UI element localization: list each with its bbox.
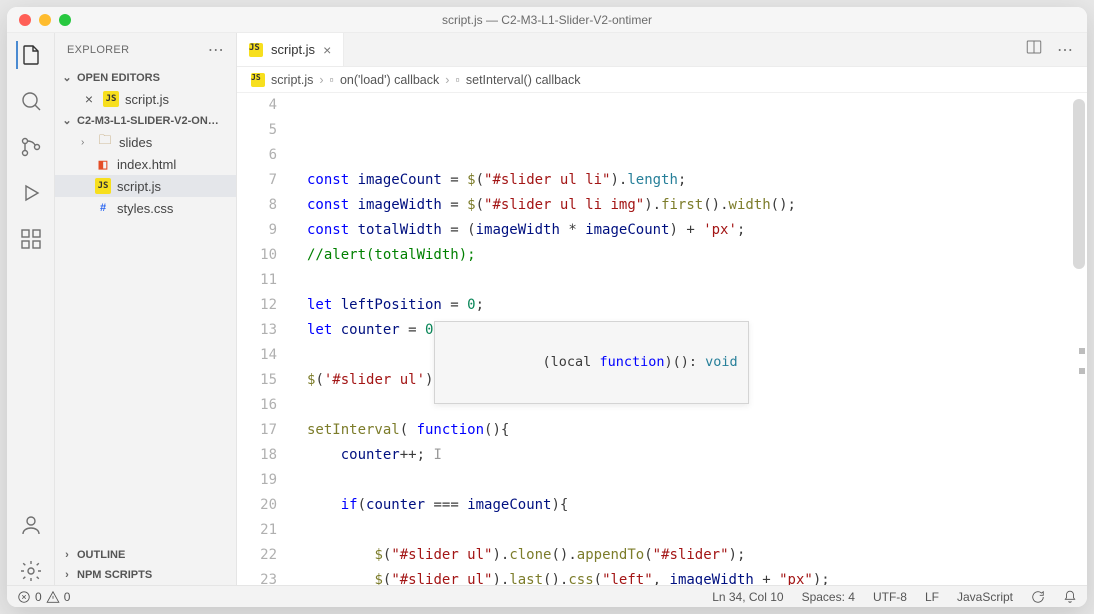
code-editor[interactable]: 4567891011121314151617181920212223 (loca…: [237, 93, 1087, 585]
js-file-icon: JS: [103, 91, 119, 107]
line-number-gutter: 4567891011121314151617181920212223: [237, 93, 299, 585]
signature-hint-tooltip: (local function)(): void: [434, 321, 749, 404]
chevron-down-icon: ⌄: [61, 114, 73, 127]
tree-folder-slides[interactable]: › 🗀 slides: [55, 131, 236, 153]
titlebar: script.js — C2-M3-L1-Slider-V2-ontimer: [7, 7, 1087, 33]
settings-gear-icon[interactable]: [17, 557, 45, 585]
sidebar-more-icon[interactable]: ⋯: [208, 40, 224, 60]
chevron-right-icon: ›: [81, 137, 91, 148]
tab-bar: JS script.js × ⋯: [237, 33, 1087, 67]
minimize-window-button[interactable]: [39, 14, 51, 26]
sidebar: EXPLORER ⋯ ⌄ OPEN EDITORS × JS script.js…: [55, 33, 237, 585]
section-folder[interactable]: ⌄ C2-M3-L1-SLIDER-V2-ON…: [55, 110, 236, 131]
overview-ruler-mark: [1079, 368, 1085, 374]
open-editor-label: script.js: [125, 92, 169, 107]
activity-bar: [7, 33, 55, 585]
feedback-icon[interactable]: [1031, 590, 1045, 604]
code-line[interactable]: $("#slider ul").clone().appendTo("#slide…: [299, 543, 1087, 568]
status-lncol[interactable]: Ln 34, Col 10: [712, 590, 783, 604]
source-control-icon[interactable]: [17, 133, 45, 161]
tab-label: script.js: [271, 42, 315, 57]
code-content[interactable]: (local function)(): void const imageCoun…: [299, 93, 1087, 585]
run-debug-icon[interactable]: [17, 179, 45, 207]
code-line[interactable]: const imageCount = $("#slider ul li").le…: [299, 168, 1087, 193]
close-window-button[interactable]: [19, 14, 31, 26]
status-language[interactable]: JavaScript: [957, 590, 1013, 604]
code-line[interactable]: let leftPosition = 0;: [299, 293, 1087, 318]
chevron-right-icon: ›: [61, 569, 73, 581]
section-npm-scripts[interactable]: › NPM SCRIPTS: [55, 565, 236, 585]
vscode-window: script.js — C2-M3-L1-Slider-V2-ontimer: [7, 7, 1087, 607]
html-file-icon: ◧: [95, 156, 111, 172]
chevron-down-icon: ⌄: [61, 71, 73, 84]
notifications-icon[interactable]: [1063, 590, 1077, 604]
status-indent[interactable]: Spaces: 4: [802, 590, 855, 604]
chevron-right-icon: ›: [61, 549, 73, 561]
breadcrumb[interactable]: JS script.js › ▫ on('load') callback › ▫…: [237, 67, 1087, 93]
js-file-icon: JS: [251, 73, 265, 87]
section-outline[interactable]: › OUTLINE: [55, 545, 236, 565]
window-title: script.js — C2-M3-L1-Slider-V2-ontimer: [7, 13, 1087, 27]
code-line[interactable]: [299, 518, 1087, 543]
close-icon[interactable]: ×: [81, 91, 97, 107]
sidebar-title: EXPLORER: [67, 44, 129, 56]
code-line[interactable]: const totalWidth = (imageWidth * imageCo…: [299, 218, 1087, 243]
js-file-icon: JS: [249, 43, 263, 57]
search-view-icon[interactable]: [17, 87, 45, 115]
more-actions-icon[interactable]: ⋯: [1057, 40, 1073, 60]
css-file-icon: #: [95, 200, 111, 216]
close-tab-icon[interactable]: ×: [323, 42, 331, 58]
code-line[interactable]: counter++; I: [299, 443, 1087, 468]
chevron-right-icon: ›: [319, 73, 323, 87]
status-eol[interactable]: LF: [925, 590, 939, 604]
code-line[interactable]: $("#slider ul").last().css("left", image…: [299, 568, 1087, 585]
tree-file-index[interactable]: ◧ index.html: [55, 153, 236, 175]
open-editor-item[interactable]: × JS script.js: [55, 88, 236, 110]
vertical-scrollbar[interactable]: [1073, 99, 1085, 269]
tab-script-js[interactable]: JS script.js ×: [237, 33, 344, 66]
code-line[interactable]: const imageWidth = $("#slider ul li img"…: [299, 193, 1087, 218]
chevron-right-icon: ›: [445, 73, 449, 87]
sidebar-header: EXPLORER ⋯: [55, 33, 236, 67]
code-line[interactable]: [299, 468, 1087, 493]
explorer-view-icon[interactable]: [16, 41, 44, 69]
status-problems[interactable]: 0 0: [17, 590, 70, 604]
code-line[interactable]: if(counter === imageCount){: [299, 493, 1087, 518]
code-line[interactable]: //alert(totalWidth);: [299, 243, 1087, 268]
tree-file-styles[interactable]: # styles.css: [55, 197, 236, 219]
extensions-icon[interactable]: [17, 225, 45, 253]
editor-group: JS script.js × ⋯ JS script.js › ▫ on('lo…: [237, 33, 1087, 585]
symbol-icon: ▫: [330, 73, 334, 87]
workbench: EXPLORER ⋯ ⌄ OPEN EDITORS × JS script.js…: [7, 33, 1087, 585]
overview-ruler-mark: [1079, 348, 1085, 354]
code-line[interactable]: [299, 268, 1087, 293]
maximize-window-button[interactable]: [59, 14, 71, 26]
split-editor-icon[interactable]: [1025, 38, 1043, 61]
window-controls: [7, 14, 71, 26]
status-encoding[interactable]: UTF-8: [873, 590, 907, 604]
folder-icon: 🗀: [97, 134, 113, 150]
section-open-editors[interactable]: ⌄ OPEN EDITORS: [55, 67, 236, 88]
code-line[interactable]: setInterval( function(){: [299, 418, 1087, 443]
tree-file-script[interactable]: JS script.js: [55, 175, 236, 197]
symbol-icon: ▫: [455, 73, 459, 87]
accounts-icon[interactable]: [17, 511, 45, 539]
js-file-icon: JS: [95, 178, 111, 194]
status-bar: 0 0 Ln 34, Col 10 Spaces: 4 UTF-8 LF Jav…: [7, 585, 1087, 607]
